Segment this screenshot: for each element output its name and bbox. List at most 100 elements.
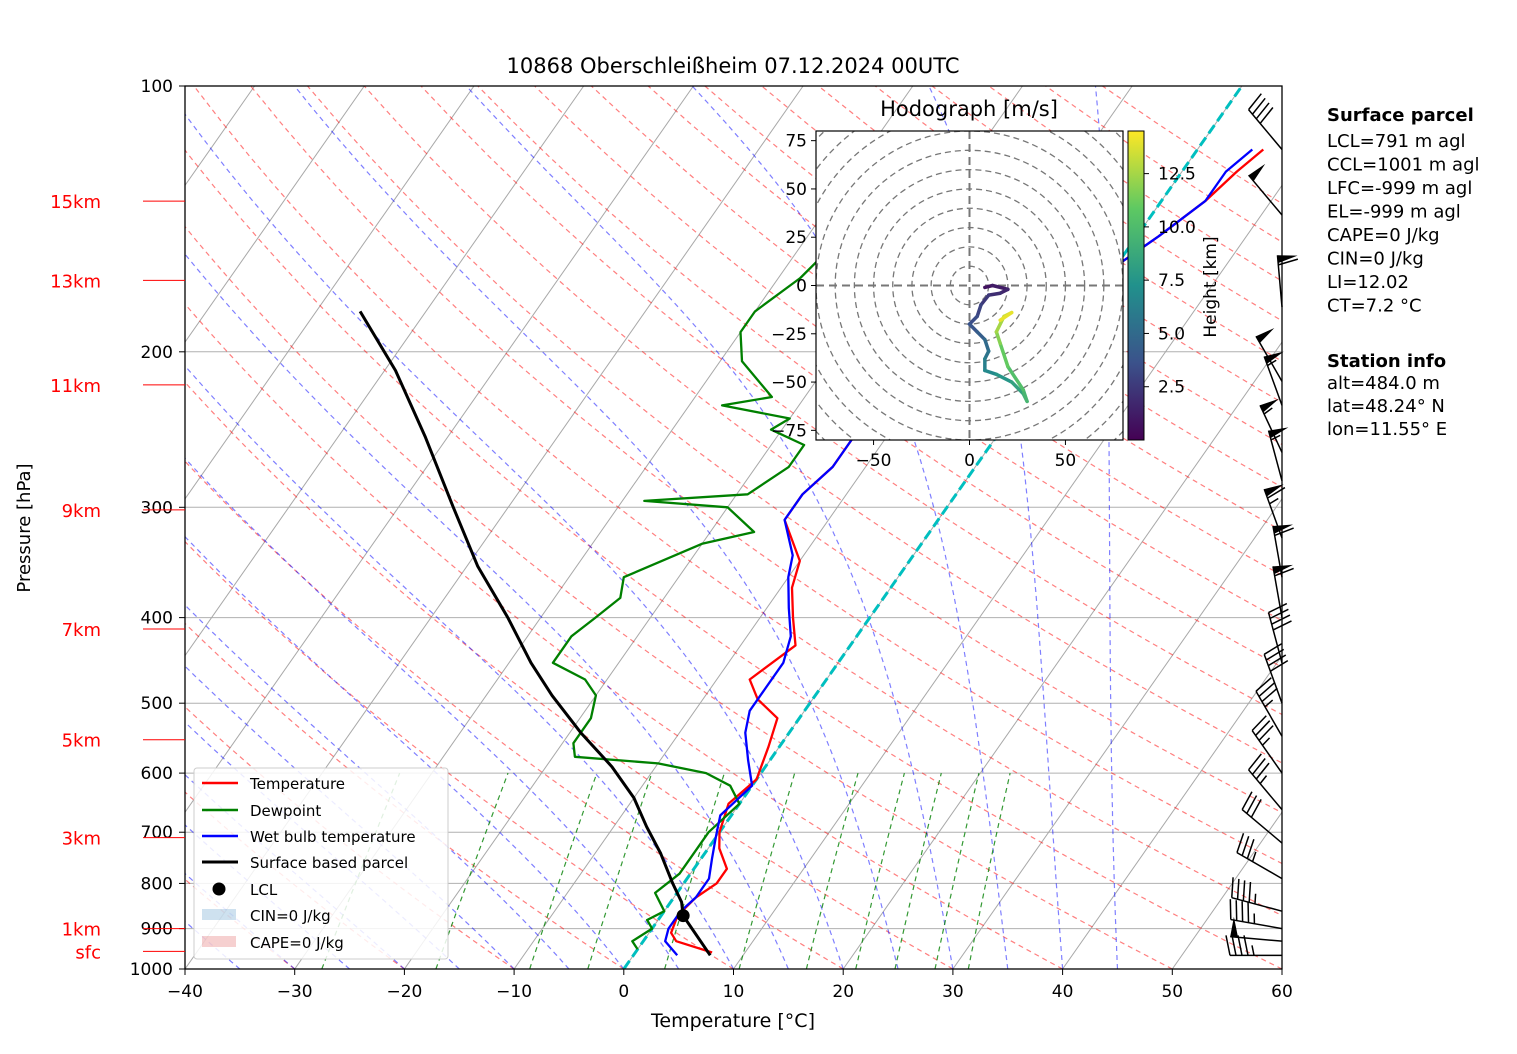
wind-barb-half bbox=[1261, 737, 1271, 746]
height-label: 1km bbox=[62, 920, 101, 941]
wind-barb-full bbox=[1255, 762, 1270, 780]
legend: Temperature Dewpoint Wet bulb temperatur… bbox=[193, 767, 449, 960]
wind-barb-half bbox=[1264, 699, 1274, 708]
dry-adiabat bbox=[307, 86, 1282, 814]
mixing-ratio-line bbox=[894, 772, 942, 969]
station-info-line: alt=484.0 m bbox=[1327, 373, 1440, 394]
wind-barb-full bbox=[1259, 107, 1274, 124]
height-label: sfc bbox=[75, 942, 101, 963]
wind-barb-full bbox=[1231, 877, 1234, 898]
x-tick-label: 30 bbox=[942, 982, 964, 1002]
isotherm-line bbox=[842, 341, 1282, 969]
hodograph-y-tick-label: −25 bbox=[771, 325, 807, 345]
hodograph-y-tick-label: −75 bbox=[771, 421, 807, 441]
legend-wet-bulb: Wet bulb temperature bbox=[250, 828, 416, 846]
isotherm-line bbox=[185, 86, 475, 500]
wind-barb-half bbox=[1251, 945, 1255, 956]
wind-barb bbox=[1276, 255, 1299, 308]
colorbar-tick-label: 2.5 bbox=[1158, 378, 1185, 398]
station-info-title: Station info bbox=[1327, 351, 1446, 372]
wind-barb bbox=[1241, 791, 1283, 844]
wind-barb-full bbox=[1255, 720, 1271, 736]
y-axis-label: Pressure [hPa] bbox=[14, 463, 35, 592]
wind-barb-full bbox=[1247, 753, 1262, 771]
wind-barb-full bbox=[1247, 93, 1262, 111]
surface-parcel-line: CAPE=0 J/kg bbox=[1327, 225, 1440, 246]
hodograph-x-tick-label: 50 bbox=[1055, 451, 1077, 471]
wind-barb bbox=[1255, 677, 1283, 737]
wind-barb-full bbox=[1251, 758, 1266, 775]
chart-title: 10868 Oberschleißheim 07.12.2024 00UTC bbox=[507, 54, 960, 78]
isotherm-line bbox=[733, 184, 1282, 969]
wind-barb-shaft bbox=[1267, 430, 1283, 482]
colorbar-tick-label: 7.5 bbox=[1158, 271, 1185, 291]
wind-barb-shaft bbox=[1272, 566, 1283, 618]
wind-barb-flag bbox=[1248, 163, 1266, 182]
wind-barb-half bbox=[1263, 407, 1273, 415]
height-label: 11km bbox=[50, 376, 101, 397]
dry-adiabat bbox=[185, 149, 1282, 969]
wind-barb bbox=[1229, 899, 1283, 930]
mixing-ratio-line bbox=[529, 772, 598, 969]
hodograph-segment bbox=[967, 314, 979, 326]
dry-adiabat bbox=[363, 86, 1282, 764]
mixing-ratio-line bbox=[664, 772, 725, 969]
wind-barb-full bbox=[1271, 614, 1291, 625]
height-label: 5km bbox=[62, 731, 101, 752]
wind-barb-full bbox=[1278, 258, 1299, 266]
mixing-ratio-line bbox=[738, 772, 796, 969]
y-tick-label: 300 bbox=[141, 498, 173, 518]
dry-adiabat bbox=[185, 540, 734, 969]
hodograph-y-tick-label: −50 bbox=[771, 373, 807, 393]
mixing-ratio-line bbox=[967, 772, 1011, 969]
y-tick-label: 500 bbox=[141, 694, 173, 714]
wind-barb-full bbox=[1248, 881, 1252, 903]
wind-barb-full bbox=[1243, 935, 1249, 956]
hodograph-segment bbox=[994, 330, 1002, 346]
wind-barb-full bbox=[1265, 648, 1285, 661]
wind-barb-full bbox=[1236, 878, 1240, 900]
legend-cape: CAPE=0 J/kg bbox=[250, 934, 344, 952]
x-tick-label: −30 bbox=[277, 982, 313, 1002]
station-info-line: lon=11.55° E bbox=[1327, 419, 1447, 440]
colorbar-label: Height [km] bbox=[1201, 236, 1221, 337]
hodograph-segment bbox=[983, 368, 999, 377]
mixing-ratio-line bbox=[855, 772, 905, 969]
x-tick-label: 10 bbox=[723, 982, 745, 1002]
wind-barb-half bbox=[1259, 775, 1268, 785]
moist-adiabat bbox=[185, 365, 735, 969]
hodograph-segment bbox=[979, 293, 991, 307]
wind-barb-full bbox=[1255, 677, 1272, 692]
wind-barb bbox=[1263, 484, 1286, 539]
wind-barb-shaft bbox=[1230, 918, 1283, 930]
wind-barb bbox=[1272, 564, 1294, 618]
station-info-line: lat=48.24° N bbox=[1327, 396, 1445, 417]
wind-barb-flag bbox=[1260, 398, 1279, 413]
legend-dewpoint: Dewpoint bbox=[250, 802, 321, 820]
lcl-marker bbox=[676, 909, 690, 923]
surface-based-parcel-line bbox=[358, 310, 712, 957]
hodograph-y-tick-label: 50 bbox=[785, 180, 807, 200]
wind-barb-full bbox=[1258, 725, 1274, 741]
hodograph-segment bbox=[998, 341, 1010, 369]
x-tick-label: −10 bbox=[496, 982, 532, 1002]
wind-barb-shaft bbox=[1248, 769, 1283, 811]
wind-barb-full bbox=[1236, 833, 1245, 853]
wind-barb bbox=[1247, 753, 1283, 811]
wind-barb-full bbox=[1272, 620, 1292, 631]
legend-lcl: LCL bbox=[250, 881, 278, 899]
wind-barb bbox=[1236, 833, 1283, 880]
surface-parcel-line: CT=7.2 °C bbox=[1327, 296, 1422, 317]
x-tick-label: 0 bbox=[618, 982, 629, 1002]
wind-barb bbox=[1267, 602, 1292, 663]
wind-barb-shaft bbox=[1231, 896, 1283, 912]
dry-adiabat bbox=[185, 622, 625, 969]
dry-adiabat bbox=[185, 381, 954, 969]
wind-barb-full bbox=[1267, 654, 1287, 667]
surface-parcel-line: LFC=-999 m agl bbox=[1327, 178, 1472, 199]
legend-parcel: Surface based parcel bbox=[250, 854, 408, 872]
moist-adiabat bbox=[185, 604, 570, 969]
wind-barb bbox=[1231, 877, 1283, 912]
surface-parcel-line: CCL=1001 m agl bbox=[1327, 155, 1480, 176]
moist-adiabat bbox=[185, 457, 680, 969]
